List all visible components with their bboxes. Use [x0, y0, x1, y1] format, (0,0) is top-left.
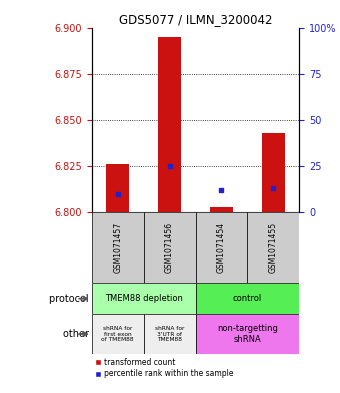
Bar: [261, 133, 285, 212]
Text: non-targetting
shRNA: non-targetting shRNA: [217, 324, 278, 344]
Text: GSM1071456: GSM1071456: [165, 222, 174, 273]
Title: GDS5077 / ILMN_3200042: GDS5077 / ILMN_3200042: [119, 13, 272, 26]
Bar: [195, 314, 299, 354]
Bar: [106, 164, 130, 212]
Text: GSM1071455: GSM1071455: [269, 222, 278, 273]
Text: control: control: [233, 294, 262, 303]
Text: GSM1071457: GSM1071457: [113, 222, 122, 273]
Bar: [92, 314, 143, 354]
Bar: [248, 212, 299, 283]
Bar: [143, 212, 195, 283]
Bar: [158, 37, 181, 212]
Bar: [195, 283, 299, 314]
Text: GSM1071454: GSM1071454: [217, 222, 226, 273]
Text: shRNA for
3'UTR of
TMEM88: shRNA for 3'UTR of TMEM88: [155, 326, 184, 342]
Bar: [143, 314, 195, 354]
Bar: [210, 207, 233, 212]
Text: shRNA for
first exon
of TMEM88: shRNA for first exon of TMEM88: [101, 326, 134, 342]
Text: TMEM88 depletion: TMEM88 depletion: [105, 294, 183, 303]
Bar: [92, 212, 143, 283]
Legend: transformed count, percentile rank within the sample: transformed count, percentile rank withi…: [92, 355, 236, 381]
Bar: [92, 283, 196, 314]
Text: protocol: protocol: [49, 294, 92, 304]
Bar: [195, 212, 247, 283]
Text: other: other: [63, 329, 92, 339]
